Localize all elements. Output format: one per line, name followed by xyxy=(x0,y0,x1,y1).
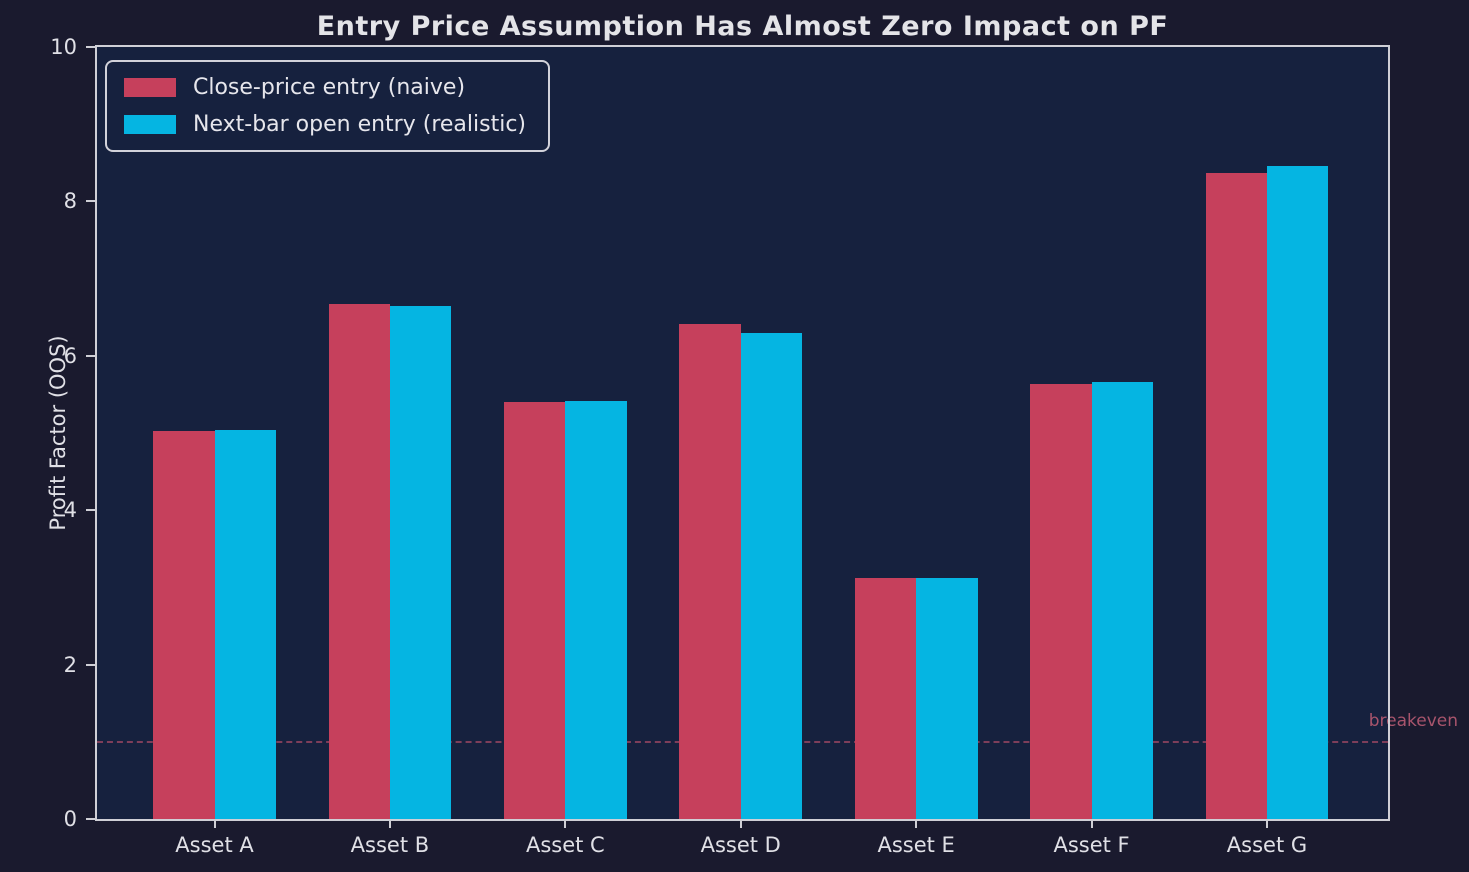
breakeven-annotation: breakeven xyxy=(1368,710,1458,731)
x-tick-label: Asset B xyxy=(350,833,430,857)
bar-asset-d-s1 xyxy=(740,332,803,819)
x-tick-label: Asset E xyxy=(877,833,955,857)
bar-asset-g-s1 xyxy=(1266,165,1329,819)
x-tick-mark xyxy=(1265,819,1268,828)
chart-title: Entry Price Assumption Has Almost Zero I… xyxy=(316,11,1169,42)
legend-label-naive: Close-price entry (naive) xyxy=(193,75,466,100)
bar-asset-c-s1 xyxy=(565,400,627,819)
bar-asset-a-s0 xyxy=(153,430,215,819)
y-tick-label: 10 xyxy=(50,35,77,59)
legend-swatch-naive xyxy=(124,78,176,97)
x-tick-mark xyxy=(388,819,391,828)
x-tick-mark xyxy=(213,819,216,828)
bar-asset-b-s0 xyxy=(328,304,390,819)
y-tick-label: 8 xyxy=(63,189,77,214)
x-tick-mark xyxy=(564,819,567,828)
legend-swatch-realistic xyxy=(124,115,176,134)
y-tick-mark xyxy=(86,354,95,357)
bar-asset-b-s1 xyxy=(389,306,452,819)
x-tick-mark xyxy=(1090,819,1093,828)
y-tick-label: 4 xyxy=(63,498,77,523)
legend-label-realistic: Next-bar open entry (realistic) xyxy=(193,112,526,137)
bar-asset-f-s1 xyxy=(1091,382,1153,819)
bar-asset-e-s0 xyxy=(854,578,917,819)
x-tick-label: Asset D xyxy=(700,833,781,857)
y-tick-mark xyxy=(86,509,95,512)
x-tick-label: Asset F xyxy=(1053,833,1130,857)
plot-area: Close-price entry (naive) Next-bar open … xyxy=(50,35,1458,857)
legend-item-close-price-entry: Close-price entry (naive) xyxy=(124,75,526,100)
y-tick-mark xyxy=(86,663,95,666)
bar-asset-g-s0 xyxy=(1205,172,1267,819)
bar-asset-f-s0 xyxy=(1030,383,1092,819)
x-tick-label: Asset A xyxy=(175,833,254,857)
x-tick-mark xyxy=(915,819,918,828)
x-tick-mark xyxy=(739,819,742,828)
legend-item-next-bar-open-entry: Next-bar open entry (realistic) xyxy=(124,112,526,137)
y-tick-label: 6 xyxy=(63,343,77,368)
y-tick-label: 2 xyxy=(63,652,77,677)
legend: Close-price entry (naive) Next-bar open … xyxy=(105,60,550,152)
y-tick-label: 0 xyxy=(63,807,77,831)
y-tick-mark xyxy=(86,46,95,48)
y-tick-mark xyxy=(86,200,95,203)
bar-asset-e-s1 xyxy=(916,578,978,819)
bar-asset-d-s0 xyxy=(679,324,741,819)
bar-asset-c-s0 xyxy=(503,402,566,819)
x-tick-label: Asset C xyxy=(525,833,605,857)
y-tick-mark xyxy=(86,818,95,820)
bar-asset-a-s1 xyxy=(214,429,276,819)
x-tick-label: Asset G xyxy=(1226,833,1308,857)
